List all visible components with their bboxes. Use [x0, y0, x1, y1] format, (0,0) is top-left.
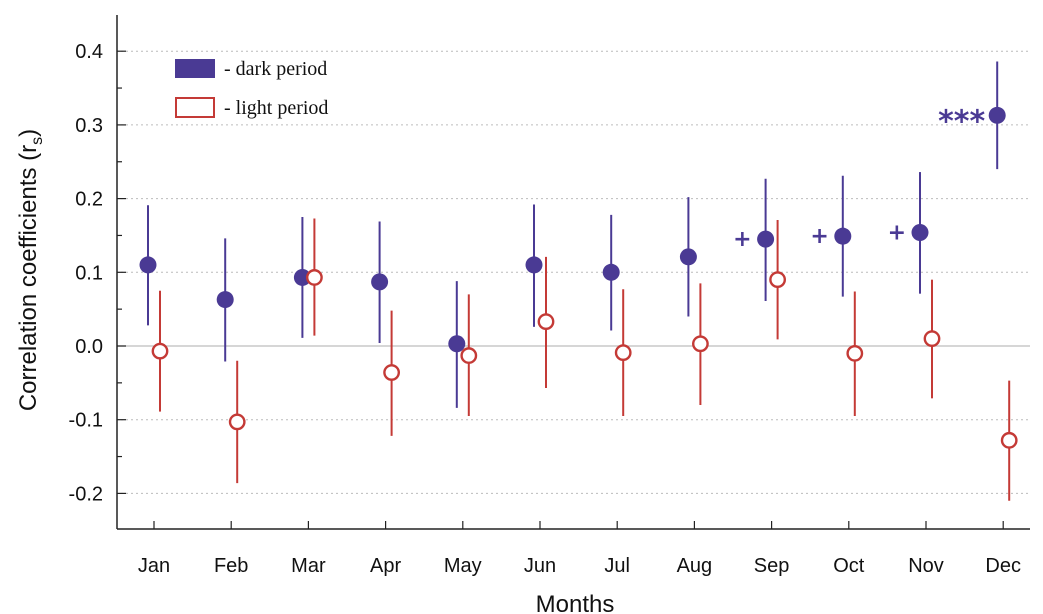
light-point-jan — [151, 342, 169, 360]
series-light-period — [151, 218, 1018, 501]
light-point-sep — [769, 271, 786, 289]
annotation-plus-sep: + — [733, 227, 751, 252]
x-tick-label-may: May — [444, 555, 482, 577]
dark-point-dec — [988, 106, 1006, 124]
dark-point-jul — [602, 263, 620, 281]
y-axis-title-subscript: s — [29, 137, 46, 145]
x-tick-label-sep: Sep — [754, 555, 790, 577]
axes — [116, 15, 1030, 530]
dark-point-jan — [139, 256, 157, 274]
y-tick-label-4: 0.0 — [75, 336, 103, 358]
y-tick-label-3: 0.1 — [75, 262, 103, 284]
y-tick-labels: 0.4 0.3 0.2 0.1 0.0 -0.1 -0.2 — [69, 41, 103, 505]
legend-light-swatch — [175, 97, 215, 118]
light-point-apr — [383, 364, 400, 381]
dark-point-feb — [216, 291, 234, 309]
x-tick-label-dec: Dec — [985, 555, 1021, 577]
x-tick-label-jul: Jul — [604, 555, 630, 577]
light-point-jun — [537, 313, 555, 331]
dark-point-oct — [834, 227, 852, 245]
annotation-plus-nov: + — [888, 221, 906, 246]
series-dark-period — [139, 61, 1006, 408]
light-point-may — [460, 347, 478, 364]
x-tick-labels: Jan Feb Mar Apr May Jun Jul Aug Sep Oct Nov Dec — [138, 555, 1021, 577]
light-point-nov — [923, 330, 941, 348]
legend-dark-swatch — [175, 59, 215, 78]
light-point-dec — [1000, 431, 1018, 449]
annotation-plus-oct: + — [810, 224, 828, 249]
annotation-significance-dec: *** — [938, 104, 985, 139]
light-point-feb — [228, 413, 246, 431]
x-tick-label-feb: Feb — [214, 555, 248, 577]
dark-point-jun — [525, 256, 543, 274]
dark-point-nov — [911, 224, 929, 242]
x-tick-label-nov: Nov — [908, 555, 944, 577]
legend-light-label: - light period — [224, 97, 328, 119]
x-axis-title: Months — [536, 591, 615, 614]
grid-lines — [121, 50, 1030, 494]
dark-point-aug — [679, 248, 697, 266]
y-tick-label-5: -0.1 — [69, 410, 103, 432]
light-point-jul — [614, 344, 632, 362]
x-tick-label-oct: Oct — [833, 555, 865, 577]
legend: - dark period - light period — [175, 58, 328, 119]
x-tick-label-mar: Mar — [291, 555, 326, 577]
y-axis-title-main: Correlation coefficients (r — [15, 145, 42, 411]
series-group — [139, 61, 1018, 501]
x-tick-label-jun: Jun — [524, 555, 556, 577]
dark-point-sep — [757, 230, 775, 248]
y-axis-title-close: ) — [15, 129, 42, 137]
x-tick-label-aug: Aug — [677, 555, 713, 577]
y-tick-label-6: -0.2 — [69, 483, 103, 505]
dark-point-apr — [371, 273, 389, 291]
light-point-mar — [305, 269, 323, 286]
x-tick-label-jan: Jan — [138, 555, 170, 577]
y-tick-label-0: 0.4 — [75, 41, 103, 63]
annotations: *** + + + — [733, 104, 985, 252]
x-tick-label-apr: Apr — [370, 555, 401, 577]
y-tick-label-2: 0.2 — [75, 189, 103, 211]
y-tick-label-1: 0.3 — [75, 115, 103, 137]
legend-dark-label: - dark period — [224, 58, 327, 80]
dark-point-may — [448, 335, 466, 353]
y-axis-title: Correlation coefficients (rs) — [15, 129, 46, 411]
dark-point-mar — [293, 268, 311, 286]
light-point-aug — [692, 335, 709, 353]
light-point-oct — [846, 344, 864, 362]
